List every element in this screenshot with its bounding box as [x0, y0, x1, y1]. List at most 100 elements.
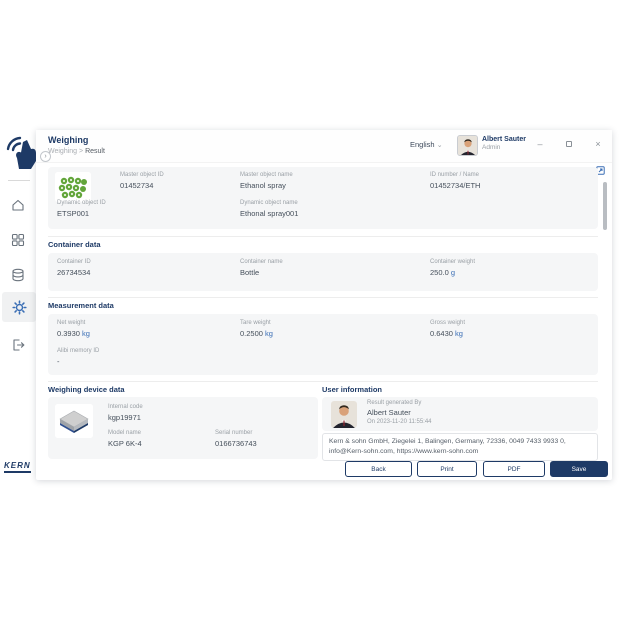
language-selector[interactable]: English ⌄ — [410, 140, 443, 149]
field-value: 01452734/ETH — [430, 181, 481, 190]
save-button[interactable]: Save — [550, 461, 608, 477]
field-label: Net weight — [57, 320, 86, 326]
field-value: 0.2500 kg — [240, 329, 273, 338]
field-value: Albert Sauter — [367, 408, 411, 417]
section-heading-device: Weighing device data — [48, 385, 125, 394]
breadcrumb-separator: > — [79, 148, 84, 155]
field-label: ID number / Name — [430, 172, 480, 178]
field-label: Result generated By — [367, 400, 422, 406]
field-value: 26734534 — [57, 268, 91, 277]
field-label: Container weight — [430, 259, 476, 265]
kern-brand-logo: KERN — [4, 461, 31, 473]
field-label: Container ID — [57, 259, 91, 265]
window-header: Weighing Weighing > Result English ⌄ — [36, 130, 612, 163]
field-dynamic-object-id: Dynamic object ID ETSP001 — [57, 200, 106, 218]
field-label: Internal code — [108, 404, 143, 410]
field-tare-weight: Tare weight 0.2500 kg — [240, 320, 273, 338]
product-thumbnail-icon — [55, 172, 91, 202]
field-label: Master object ID — [120, 172, 164, 178]
scrollbar — [603, 163, 607, 480]
master-object-image — [55, 172, 91, 202]
field-net-weight: Net weight 0.3930 kg — [57, 320, 90, 338]
sidebar-item-database[interactable] — [0, 260, 36, 290]
sidebar-item-logout[interactable] — [0, 330, 36, 360]
avatar-photo — [458, 136, 477, 155]
field-label: Dynamic object ID — [57, 200, 106, 206]
sidebar: KERN — [0, 130, 36, 480]
generated-on-timestamp: On 2023-11-20 11:55:44 — [367, 419, 432, 425]
measurement-data-block: Net weight 0.3930 kg Tare weight 0.2500 … — [48, 314, 598, 375]
device-image — [55, 404, 93, 438]
breadcrumb: Weighing > Result — [48, 148, 105, 155]
field-container-weight: Container weight 250.0 g — [430, 259, 475, 277]
weight-unit: kg — [265, 329, 273, 338]
company-address: Kern & sohn GmbH, Ziegelei 1, Balingen, … — [322, 433, 598, 461]
field-label: Serial number — [215, 430, 253, 436]
section-heading-measurement: Measurement data — [48, 301, 114, 310]
field-master-object-name: Master object name Ethanol spray — [240, 172, 293, 190]
field-value: kgp19971 — [108, 413, 141, 422]
user-profile-chip[interactable]: Albert Sauter Admin — [457, 135, 526, 156]
field-value: Ethanol spray — [240, 181, 286, 190]
field-model-name: Model name KGP 6K-4 — [108, 430, 142, 448]
logout-icon — [13, 339, 25, 351]
field-label: Container name — [240, 259, 283, 265]
user-meta: Albert Sauter Admin — [482, 135, 526, 156]
section-divider — [48, 297, 598, 298]
window-controls: – × — [534, 138, 604, 150]
field-master-object-id: Master object ID 01452734 — [120, 172, 164, 190]
weight-unit: kg — [82, 329, 90, 338]
grid-icon — [11, 233, 25, 247]
breadcrumb-current: Result — [85, 148, 105, 155]
field-label: Master object name — [240, 172, 293, 178]
language-label: English — [410, 140, 435, 149]
field-value: KGP 6K-4 — [108, 439, 142, 448]
section-heading-container: Container data — [48, 240, 101, 249]
sidebar-collapse-toggle[interactable]: › — [40, 151, 51, 162]
field-label: Alibi memory ID — [57, 348, 100, 354]
master-object-block: Master object ID 01452734 Master object … — [48, 167, 598, 229]
scrollbar-thumb[interactable] — [603, 182, 607, 230]
sidebar-item-apps[interactable] — [0, 225, 36, 255]
user-information-block: Result generated By Albert Sauter On 202… — [322, 397, 598, 431]
field-value: ETSP001 — [57, 209, 90, 218]
field-value: 0.6430 kg — [430, 329, 463, 338]
user-avatar — [457, 135, 478, 156]
touch-hand-logo-icon — [6, 136, 36, 169]
sidebar-item-home[interactable] — [0, 190, 36, 220]
minimize-button[interactable]: – — [537, 139, 543, 149]
database-icon — [12, 268, 24, 282]
field-container-name: Container name Bottle — [240, 259, 283, 277]
close-button[interactable]: × — [595, 139, 601, 149]
section-divider — [48, 236, 598, 237]
gear-icon — [11, 299, 27, 315]
breadcrumb-parent[interactable]: Weighing — [48, 148, 78, 155]
weighing-device-block: Internal code kgp19971 Model name KGP 6K… — [48, 397, 318, 459]
maximize-button[interactable] — [566, 141, 572, 147]
field-value: 250.0 g — [430, 268, 456, 277]
field-alibi-memory-id: Alibi memory ID - — [57, 348, 99, 366]
field-value: - — [57, 357, 60, 366]
section-divider — [48, 381, 598, 382]
sidebar-divider — [8, 180, 30, 181]
pdf-button[interactable]: PDF — [483, 461, 545, 477]
section-heading-user-info: User information — [322, 385, 383, 394]
main-window: Weighing Weighing > Result English ⌄ — [36, 130, 612, 480]
print-button[interactable]: Print — [417, 461, 477, 477]
field-result-generated-by: Result generated By Albert Sauter On 202… — [367, 400, 432, 425]
field-value: Bottle — [240, 268, 260, 277]
field-label: Gross weight — [430, 320, 466, 326]
result-content: Master object ID 01452734 Master object … — [36, 163, 612, 480]
field-gross-weight: Gross weight 0.6430 kg — [430, 320, 465, 338]
field-serial-number: Serial number 0166736743 — [215, 430, 257, 448]
field-container-id: Container ID 26734534 — [57, 259, 91, 277]
field-value: 0166736743 — [215, 439, 257, 448]
field-value: 0.3930 kg — [57, 329, 90, 338]
sidebar-item-settings[interactable] — [2, 292, 36, 322]
back-button[interactable]: Back — [345, 461, 412, 477]
field-label: Model name — [108, 430, 142, 436]
scale-thumbnail-icon — [55, 404, 93, 438]
field-label: Dynamic object name — [240, 200, 298, 206]
field-internal-code: Internal code kgp19971 — [108, 404, 143, 422]
